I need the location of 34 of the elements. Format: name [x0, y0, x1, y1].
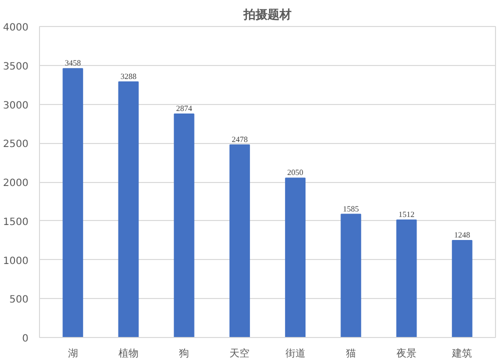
y-tick-label: 2000 — [3, 178, 29, 189]
x-tick-label: 湖 — [68, 348, 78, 360]
y-tick-label: 3500 — [3, 61, 29, 72]
bar — [229, 144, 250, 338]
x-tick-label: 街道 — [285, 348, 306, 360]
data-label: 1248 — [454, 230, 470, 240]
y-tick-label: 2500 — [3, 139, 29, 150]
data-label: 2478 — [232, 134, 248, 144]
y-tick-label: 4000 — [3, 22, 29, 34]
x-tick-label: 天空 — [230, 348, 250, 360]
bar — [396, 219, 417, 338]
y-tick-label: 500 — [9, 294, 29, 306]
data-label: 1512 — [398, 210, 415, 219]
data-label: 1585 — [342, 204, 359, 214]
bar — [285, 178, 306, 338]
x-tick-label: 夜景 — [396, 348, 417, 360]
y-tick-label: 3000 — [3, 100, 29, 112]
bar — [62, 68, 84, 338]
data-label: 3458 — [64, 58, 81, 68]
data-label: 2050 — [287, 168, 304, 178]
x-tick-label: 狗 — [179, 348, 190, 360]
bar — [340, 214, 362, 338]
bar — [118, 81, 139, 338]
data-label: 3288 — [120, 72, 136, 81]
bar — [174, 114, 194, 338]
x-tick-label: 建筑 — [451, 348, 472, 360]
y-tick-label: 1000 — [3, 256, 29, 267]
chart-title: 拍摄题材 — [242, 8, 292, 22]
x-tick-label: 猫 — [346, 348, 356, 360]
x-tick-label: 植物 — [118, 348, 138, 360]
y-tick-label: 0 — [22, 334, 29, 344]
y-tick-label: 1500 — [3, 216, 29, 228]
bar — [452, 240, 472, 338]
data-label: 2874 — [176, 104, 192, 114]
